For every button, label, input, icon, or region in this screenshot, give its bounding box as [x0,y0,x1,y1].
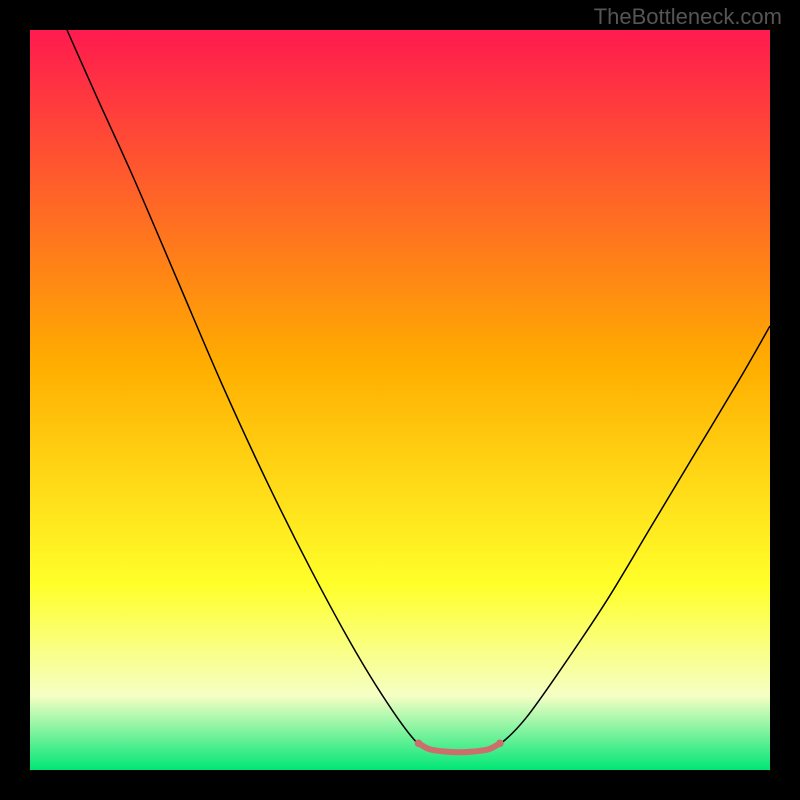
watermark-text: TheBottleneck.com [594,4,782,30]
highlight-start-marker [415,740,423,748]
plot-area [30,30,770,770]
chart-svg [30,30,770,770]
gradient-background [30,30,770,770]
highlight-end-marker [496,740,504,748]
figure-container: TheBottleneck.com [0,0,800,800]
